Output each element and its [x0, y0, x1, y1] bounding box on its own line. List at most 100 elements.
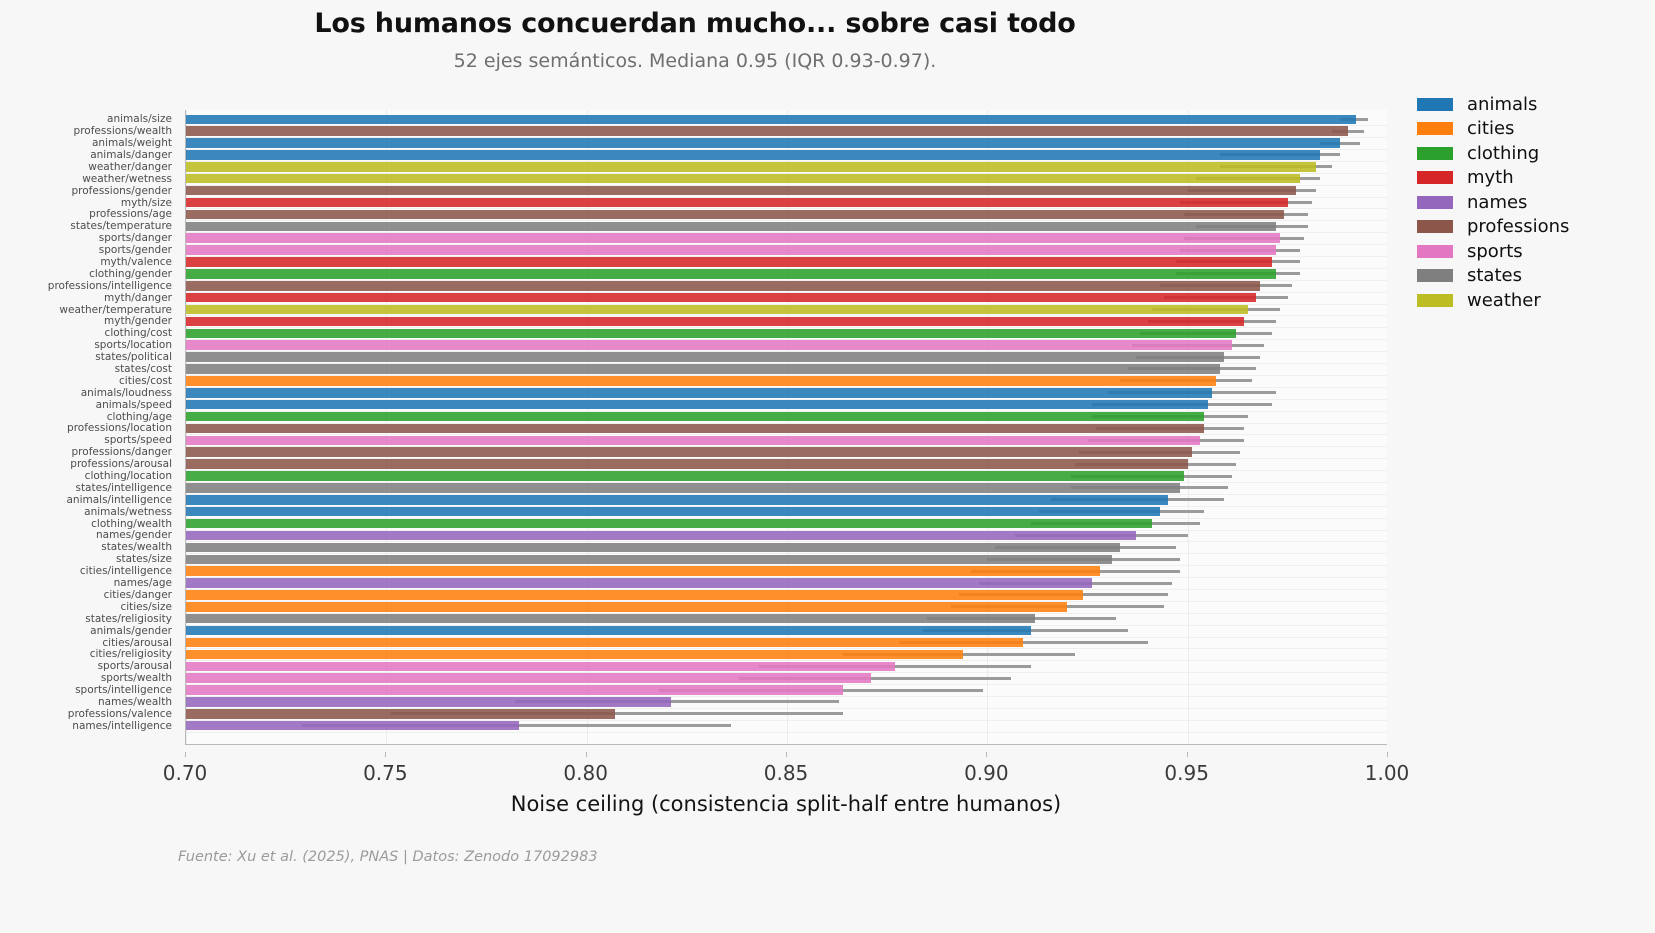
x-tick-label: 0.95	[1164, 761, 1209, 785]
x-tick-mark	[585, 752, 587, 757]
y-tick-label: cities/danger	[103, 588, 172, 601]
row-gridline	[186, 505, 1387, 507]
bar-professions-intelligence	[186, 281, 1260, 291]
y-tick-label: states/temperature	[70, 220, 172, 233]
legend-item-myth[interactable]: myth	[1417, 166, 1569, 191]
legend-swatch-icon	[1417, 171, 1453, 185]
row-gridline	[186, 410, 1387, 412]
row-gridline	[186, 470, 1387, 472]
y-tick-label: animals/gender	[90, 624, 172, 637]
page-subtitle: 52 ejes semánticos. Mediana 0.95 (IQR 0.…	[453, 50, 937, 72]
legend-item-clothing[interactable]: clothing	[1417, 141, 1569, 166]
x-tick-label: 1.00	[1364, 761, 1410, 785]
y-tick-label: clothing/cost	[104, 327, 172, 340]
bar-states-temperature	[186, 221, 1276, 232]
bar-clothing-age	[186, 411, 1204, 422]
bar-myth-gender	[186, 316, 1244, 327]
row-gridline	[186, 327, 1387, 329]
row-gridline	[186, 351, 1387, 353]
y-tick-label: professions/age	[89, 208, 172, 221]
row-gridline	[186, 208, 1387, 210]
legend-item-states[interactable]: states	[1417, 264, 1569, 289]
y-tick-label: sports/wealth	[100, 671, 172, 684]
bar-professions-danger	[186, 447, 1192, 457]
legend-label: clothing	[1467, 142, 1540, 164]
y-tick-label: myth/gender	[104, 315, 172, 328]
row-gridline	[186, 446, 1387, 448]
y-tick-label: animals/loudness	[80, 386, 172, 399]
y-tick-label: states/political	[95, 350, 172, 363]
y-tick-label: clothing/age	[106, 410, 172, 423]
row-gridline	[186, 149, 1387, 150]
y-tick-label: states/intelligence	[75, 481, 172, 494]
y-tick-label: cities/religiosity	[89, 648, 172, 661]
x-axis-title: Noise ceiling (consistencia split-half e…	[510, 792, 1062, 816]
chart-plot-area	[185, 110, 1387, 745]
row-gridline	[186, 529, 1387, 531]
row-gridline	[186, 636, 1387, 638]
bar-clothing-gender	[186, 269, 1276, 279]
legend-item-names[interactable]: names	[1417, 190, 1569, 215]
bar-animals-wetness	[186, 506, 1160, 517]
y-tick-label: names/age	[113, 576, 172, 589]
legend-swatch-icon	[1417, 195, 1453, 209]
legend-item-weather[interactable]: weather	[1417, 288, 1569, 313]
row-gridline	[186, 517, 1387, 519]
legend-item-professions[interactable]: professions	[1417, 215, 1569, 240]
error-bar	[1331, 129, 1364, 133]
legend-label: names	[1467, 191, 1528, 213]
bar-names-intelligence	[186, 720, 519, 731]
y-tick-label: weather/wetness	[82, 172, 172, 185]
legend-label: sports	[1467, 240, 1523, 262]
legend-label: weather	[1467, 289, 1541, 311]
row-gridline	[186, 434, 1387, 436]
y-tick-label: sports/arousal	[97, 660, 172, 673]
page-title: Los humanos concuerdan mucho... sobre ca…	[314, 8, 1076, 39]
row-gridline	[186, 422, 1387, 424]
bar-myth-danger	[186, 292, 1256, 303]
row-gridline	[186, 660, 1387, 662]
y-tick-label: weather/temperature	[59, 303, 172, 316]
bar-sports-danger	[186, 233, 1280, 243]
y-axis-tick-labels: animals/size professions/wealth animals/we…	[0, 110, 180, 745]
x-axis-tick-labels: 0.70 0.75 0.80 0.85 0.90 0.95 1.00	[163, 752, 1409, 786]
bar-animals-speed	[186, 399, 1208, 410]
y-tick-label: states/religiosity	[85, 612, 172, 625]
row-gridline	[186, 374, 1387, 376]
legend-item-animals[interactable]: animals	[1417, 92, 1569, 117]
y-tick-label: animals/weight	[92, 136, 172, 149]
y-tick-label: names/intelligence	[72, 719, 172, 732]
legend-swatch-icon	[1417, 269, 1453, 283]
bar-states-religiosity	[186, 613, 1036, 624]
bar-weather-temperature	[186, 304, 1248, 315]
row-gridline	[186, 612, 1387, 614]
legend-label: states	[1467, 265, 1522, 287]
bar-states-cost	[186, 364, 1220, 374]
bar-clothing-cost	[186, 328, 1236, 339]
row-gridline	[186, 624, 1387, 626]
row-gridline	[186, 363, 1387, 365]
bar-animals-loudness	[186, 388, 1212, 398]
bar-clothing-location	[186, 471, 1184, 481]
x-tick-mark	[986, 752, 988, 757]
row-gridline	[186, 600, 1387, 602]
row-gridline	[186, 386, 1387, 388]
row-gridline	[186, 125, 1387, 127]
row-gridline	[186, 291, 1387, 293]
row-gridline	[186, 684, 1387, 686]
y-tick-label: states/size	[116, 553, 172, 565]
y-tick-label: states/wealth	[101, 541, 172, 554]
bar-weather-danger	[186, 162, 1316, 172]
bar-animals-danger	[186, 150, 1320, 160]
legend-item-cities[interactable]: cities	[1417, 117, 1569, 142]
y-tick-label: animals/danger	[90, 148, 172, 161]
source-footer: Fuente: Xu et al. (2025), PNAS | Datos: …	[178, 849, 598, 865]
row-gridline	[186, 588, 1387, 590]
row-gridline	[186, 458, 1387, 460]
row-gridline	[186, 565, 1387, 567]
y-tick-label: professions/danger	[71, 445, 172, 458]
bar-animals-intelligence	[186, 495, 1168, 505]
y-tick-label: professions/wealth	[73, 124, 172, 137]
bar-states-intelligence	[186, 483, 1180, 493]
legend-item-sports[interactable]: sports	[1417, 239, 1569, 264]
